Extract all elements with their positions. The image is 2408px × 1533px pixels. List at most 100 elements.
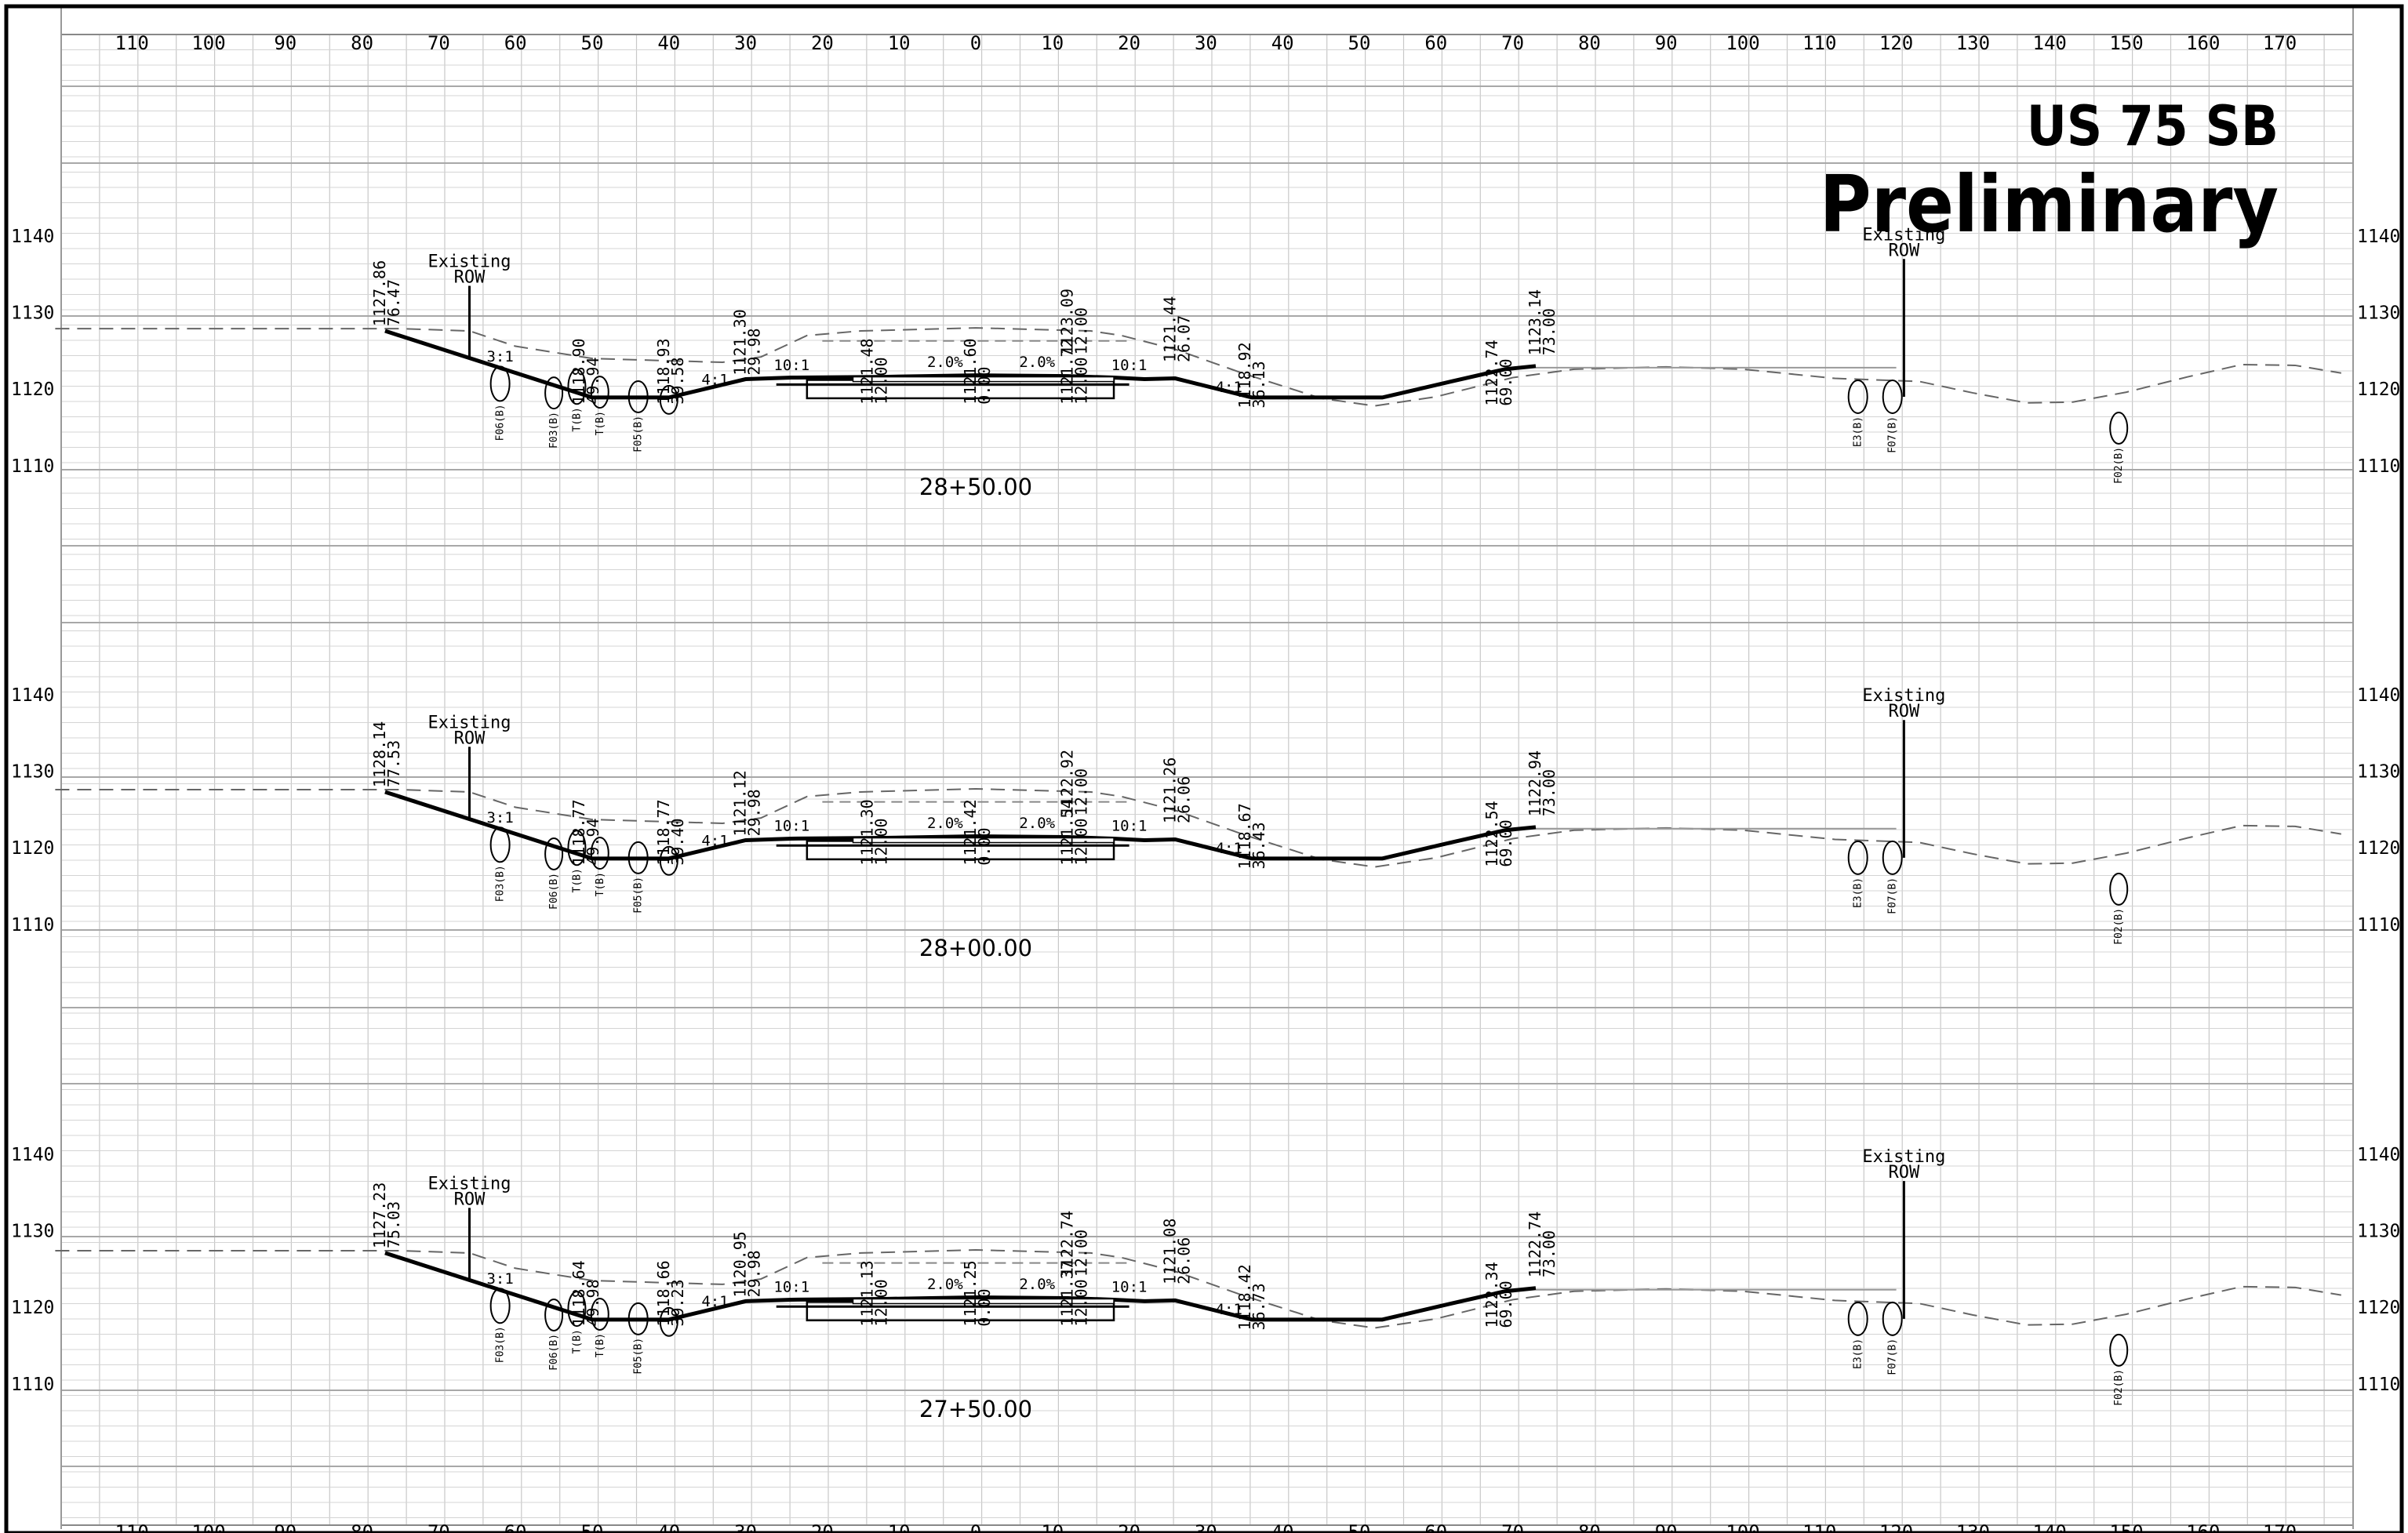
utility-label-group: T(B) (571, 868, 583, 892)
scale-top-tick: 80 (1578, 32, 1601, 54)
cross-sections: 1140 1140 1130 1130 1120 1120 1110 1110 Existing… (11, 225, 2400, 1422)
utility-ellipse (2109, 411, 2129, 445)
utility-label: T(B) (571, 407, 583, 431)
elevation-label-right: 1120 (2357, 1298, 2400, 1318)
slope-label: 2.0% (927, 354, 963, 371)
utility-label: F05(B) (633, 1338, 645, 1375)
scale-top-tick: 120 (1879, 32, 1913, 54)
annotation: 1121.250.00 (961, 1260, 994, 1326)
scale-bottom-tick: 100 (1726, 1521, 1759, 1533)
utility-ellipse (489, 1288, 511, 1324)
slope-label: 10:1 (1111, 357, 1148, 374)
grid (60, 8, 2354, 1529)
annotation-offset: 29.98 (745, 789, 764, 836)
utility-label: F07(B) (1887, 1339, 1899, 1375)
scale-bottom-tick: 20 (811, 1521, 834, 1533)
utility-label-group: F03(B) (495, 865, 507, 902)
annotation-offset: 69.00 (1497, 819, 1515, 866)
utility-label: F06(B) (495, 404, 507, 441)
scale-top-tick: 130 (1956, 32, 1990, 54)
elevation-label-left: 1140 (11, 227, 54, 247)
scale-bottom-tick: 90 (1655, 1521, 1678, 1533)
utility-ellipse (489, 826, 511, 863)
slope-label: 4:1 (701, 832, 728, 849)
utility-label: T(B) (571, 1329, 583, 1353)
annotation-elevation: 1121.60 (961, 338, 980, 404)
utility-label: E3(B) (1853, 416, 1864, 447)
scale-bottom-tick: 100 (191, 1521, 225, 1533)
scale-top-tick: 170 (2263, 32, 2297, 54)
offset-scale-top: 110 100 90 80 70 60 50 40 30 20 10 0 10 20 30 40 50 60 70 8… (115, 32, 2297, 54)
row-label-existing: Existing (428, 1174, 511, 1193)
annotation-elevation: 1121.12 (731, 770, 750, 836)
annotation-offset: 0.00 (975, 367, 994, 405)
utility-label: F02(B) (2113, 447, 2125, 484)
station-label: 28+50.00 (919, 474, 1032, 500)
annotation-elevation: 1118.92 (1235, 342, 1254, 408)
utility-label-group: F06(B) (495, 404, 507, 441)
scale-top-tick: 80 (351, 32, 373, 54)
utility-ellipse (567, 1291, 587, 1328)
utility-ellipse (627, 1302, 649, 1335)
annotation-elevation: 1123.09 (1057, 289, 1076, 354)
utility-label: F06(B) (548, 873, 560, 910)
pavement-surface (852, 837, 1115, 844)
utility-label: F07(B) (1887, 877, 1899, 914)
elevation-label-right: 1140 (2357, 1145, 2400, 1165)
utility-ellipse (1882, 379, 1903, 414)
slope-label: 4:1 (701, 1293, 728, 1310)
slope-label: 2.0% (1019, 1276, 1055, 1293)
utility-label: T(B) (595, 1333, 606, 1357)
slope-label: 10:1 (773, 818, 809, 835)
annotation-elevation: 1122.74 (1526, 1212, 1544, 1277)
offset-scale-bottom: 110 100 90 80 70 60 50 40 30 20 10 0 10 20 30 40 50 60 70 8… (115, 1521, 2297, 1533)
existing-ground-line (55, 788, 2342, 868)
utility-label: F05(B) (633, 416, 645, 452)
utility-ellipse (659, 1306, 678, 1337)
annotation-elevation: 1121.54 (1057, 799, 1076, 865)
row-label-row: ROW (454, 728, 486, 748)
annotation-elevation: 1122.92 (1057, 750, 1076, 816)
slope-label: 2.0% (1019, 354, 1055, 371)
utility-label-group: E3(B) (1853, 1339, 1864, 1369)
utility-ellipse (1882, 1301, 1903, 1336)
annotation-offset: 49.94 (584, 358, 602, 405)
annotation-offset: 12.00 (872, 358, 891, 405)
row-label-existing: Existing (1862, 225, 1945, 245)
annotation-elevation: 1121.08 (1160, 1219, 1179, 1284)
annotation-elevation: 1122.34 (1482, 1262, 1501, 1328)
utility-label: F03(B) (548, 412, 560, 449)
scale-top-tick: 10 (888, 32, 911, 54)
annotation-offset: 12.00 (872, 818, 891, 865)
scale-bottom-tick: 60 (504, 1521, 527, 1533)
annotation-elevation: 1118.66 (654, 1260, 673, 1326)
slope-label: 2.0% (927, 1276, 963, 1293)
annotation: 1121.420.00 (961, 799, 994, 865)
elevation-label-right: 1130 (2357, 303, 2400, 324)
utility-label-group: F02(B) (2113, 1369, 2125, 1406)
elevation-label-left: 1130 (11, 303, 54, 324)
utility-ellipse (590, 837, 609, 870)
slope-label: 3:1 (486, 809, 513, 826)
annotation-offset: 12.00 (1071, 307, 1090, 354)
utility-label-group: F06(B) (548, 1334, 560, 1371)
elevation-label-left: 1130 (11, 762, 54, 783)
scale-top-tick: 90 (274, 32, 296, 54)
utility-ellipse (1847, 840, 1868, 875)
scale-bottom-tick: 40 (657, 1521, 680, 1533)
annotation-elevation: 1123.14 (1526, 289, 1544, 355)
scale-bottom-tick: 80 (1578, 1521, 1601, 1533)
